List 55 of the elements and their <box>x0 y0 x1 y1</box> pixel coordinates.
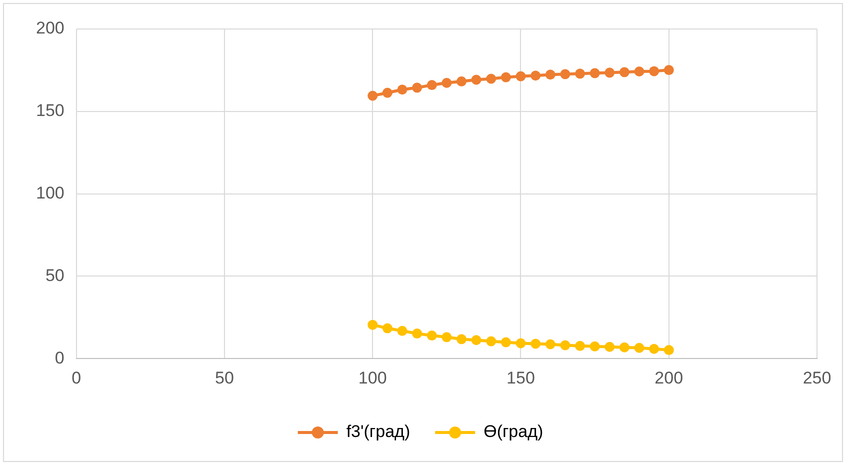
y-tick-label: 200 <box>36 18 64 38</box>
point <box>500 72 511 82</box>
point <box>412 328 422 339</box>
x-tick-label: 250 <box>802 368 832 388</box>
point <box>486 336 496 346</box>
point <box>604 68 615 78</box>
y-tick-label: 100 <box>36 183 64 202</box>
point <box>382 323 392 334</box>
point <box>471 74 482 85</box>
point <box>560 340 570 350</box>
point <box>664 345 674 356</box>
point <box>516 71 526 82</box>
x-tick-label: 0 <box>72 368 82 388</box>
point <box>634 342 644 353</box>
point <box>456 76 466 86</box>
y-tick-label: 0 <box>54 348 64 368</box>
point <box>530 338 541 349</box>
point <box>545 339 556 350</box>
point <box>397 326 408 336</box>
point <box>368 90 378 101</box>
x-tick-label: 50 <box>215 368 234 388</box>
point <box>530 70 541 81</box>
legend-label: f3'(град) <box>346 422 410 442</box>
point <box>619 342 630 352</box>
point <box>368 320 378 330</box>
point <box>604 342 615 352</box>
point <box>574 340 585 351</box>
point <box>426 80 437 90</box>
point <box>574 68 585 79</box>
y-tick-label: 50 <box>45 266 64 285</box>
point <box>545 70 556 80</box>
legend-label: ϴ(град) <box>484 422 544 442</box>
point <box>649 66 660 76</box>
x-tick-label: 150 <box>506 368 535 388</box>
y-tick-label: 150 <box>36 101 64 120</box>
point <box>471 335 482 346</box>
point <box>516 338 526 348</box>
point <box>619 67 630 78</box>
point <box>442 332 452 342</box>
x-tick-label: 100 <box>358 368 387 388</box>
point <box>500 337 511 348</box>
point <box>560 69 570 80</box>
point <box>382 88 392 98</box>
point <box>634 66 644 77</box>
point <box>590 341 600 352</box>
point <box>442 78 452 88</box>
point <box>412 82 422 93</box>
point <box>397 84 408 95</box>
point <box>664 65 674 76</box>
point <box>590 68 600 78</box>
point <box>426 330 437 341</box>
point <box>649 344 660 354</box>
point <box>486 74 496 84</box>
point <box>456 334 466 344</box>
x-tick-label: 200 <box>654 368 684 388</box>
